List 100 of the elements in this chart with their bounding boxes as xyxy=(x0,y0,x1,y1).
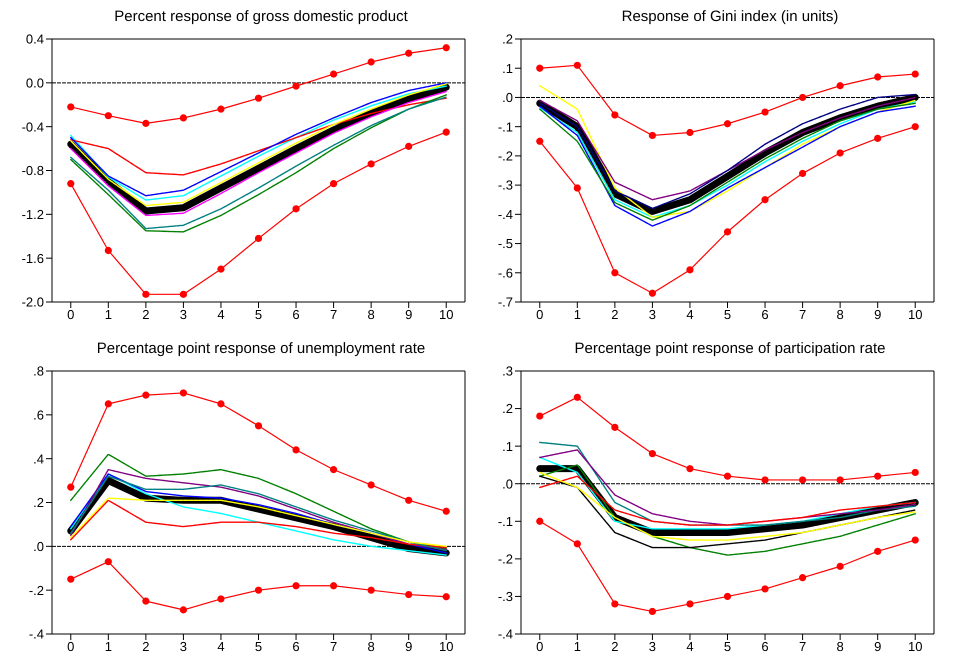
x-tick-label: 6 xyxy=(761,639,769,654)
x-tick-label: 7 xyxy=(798,639,806,654)
x-tick-label: 0 xyxy=(536,307,544,322)
y-tick-label: -.1 xyxy=(498,119,513,134)
x-tick-label: 5 xyxy=(254,307,262,322)
point xyxy=(536,518,544,525)
point xyxy=(611,269,618,276)
y-tick-label: .0 xyxy=(33,538,44,554)
point xyxy=(254,422,262,430)
point xyxy=(836,562,844,570)
y-tick-label: .0 xyxy=(502,476,513,492)
x-tick-label: 5 xyxy=(724,639,732,654)
point xyxy=(836,476,844,484)
y-tick-label: -.4 xyxy=(498,626,513,642)
point xyxy=(724,472,732,480)
y-tick-label: .4 xyxy=(33,451,44,466)
y-tick-label: -2.0 xyxy=(22,294,44,310)
point xyxy=(254,94,262,102)
point xyxy=(142,120,150,127)
x-tick-label: 0 xyxy=(536,639,544,654)
y-tick-label: -.2 xyxy=(498,551,513,566)
point xyxy=(836,149,844,157)
x-tick-label: 6 xyxy=(761,307,769,322)
point xyxy=(648,132,656,140)
x-tick-label: 1 xyxy=(104,307,112,322)
x-tick-label: 8 xyxy=(836,307,844,322)
point xyxy=(405,590,412,598)
point xyxy=(254,234,262,242)
x-tick-label: 7 xyxy=(330,639,338,654)
point xyxy=(292,582,300,590)
point xyxy=(142,392,150,399)
point xyxy=(180,114,188,122)
point xyxy=(292,82,300,90)
point xyxy=(611,600,618,608)
point xyxy=(442,128,450,136)
point xyxy=(104,112,112,120)
point xyxy=(574,540,581,548)
y-tick-label: .0 xyxy=(502,90,513,106)
point xyxy=(912,536,919,544)
point xyxy=(405,50,412,57)
x-tick-label: 1 xyxy=(574,307,581,322)
point xyxy=(67,180,74,188)
point xyxy=(180,290,188,298)
point xyxy=(368,586,375,594)
x-tick-label: 10 xyxy=(908,307,922,322)
point xyxy=(536,412,544,420)
y-tick-label: -1.2 xyxy=(22,206,44,222)
point xyxy=(686,128,694,136)
x-tick-label: 9 xyxy=(874,639,882,654)
x-tick-label: 9 xyxy=(874,307,882,322)
y-tick-label: 0.4 xyxy=(26,32,44,47)
y-tick-label: .8 xyxy=(33,364,44,379)
point xyxy=(798,94,806,102)
point xyxy=(217,595,225,603)
point xyxy=(798,476,806,484)
x-tick-label: 4 xyxy=(686,639,694,654)
point xyxy=(724,228,732,236)
point xyxy=(67,484,74,491)
y-tick-label: -.4 xyxy=(28,626,44,642)
point xyxy=(912,123,919,130)
line-series xyxy=(70,97,447,176)
point xyxy=(611,424,618,431)
point xyxy=(330,466,338,474)
y-tick-label: .2 xyxy=(502,32,513,47)
point xyxy=(330,70,338,78)
y-tick-label: -.3 xyxy=(498,178,513,193)
x-tick-label: 3 xyxy=(648,307,656,322)
line-series xyxy=(539,476,916,526)
point xyxy=(180,389,188,397)
x-tick-label: 3 xyxy=(180,639,188,654)
x-tick-label: 0 xyxy=(67,639,74,654)
x-tick-label: 6 xyxy=(292,307,300,322)
point xyxy=(67,576,74,583)
x-tick-label: 8 xyxy=(368,307,375,322)
point xyxy=(798,170,806,178)
x-tick-label: 2 xyxy=(611,307,618,322)
y-tick-label: -.2 xyxy=(498,148,513,164)
y-tick-label: .1 xyxy=(502,438,513,454)
x-tick-label: 5 xyxy=(254,639,262,654)
y-tick-label: .2 xyxy=(33,495,44,510)
point xyxy=(874,73,882,81)
point xyxy=(912,468,919,476)
point xyxy=(368,160,375,168)
point xyxy=(536,64,544,72)
x-tick-label: 2 xyxy=(611,639,618,654)
point xyxy=(254,586,262,594)
x-tick-label: 10 xyxy=(438,307,454,322)
point xyxy=(104,400,112,408)
point xyxy=(368,481,375,489)
x-tick-label: 0 xyxy=(67,307,74,322)
point xyxy=(368,58,375,66)
point xyxy=(761,196,769,204)
point xyxy=(874,134,882,142)
x-tick-label: 10 xyxy=(438,639,454,654)
y-tick-label: -.7 xyxy=(498,294,513,310)
point xyxy=(648,450,656,458)
point xyxy=(761,108,769,116)
point xyxy=(874,548,882,555)
point xyxy=(104,246,112,254)
x-tick-label: 5 xyxy=(724,307,732,322)
